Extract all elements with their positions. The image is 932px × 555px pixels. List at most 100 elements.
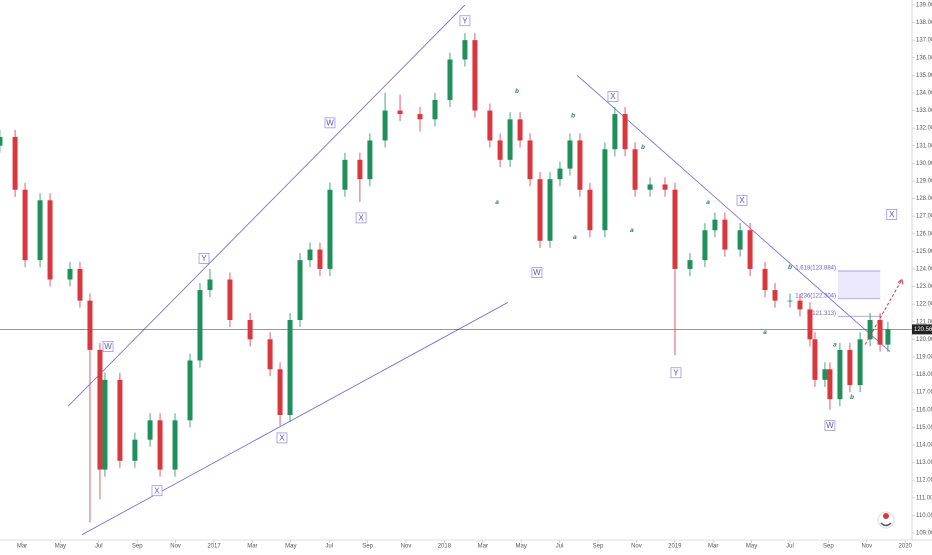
wave-label-box bbox=[102, 341, 114, 352]
sub-wave-label: a bbox=[495, 199, 499, 206]
x-tick-label: May bbox=[55, 544, 66, 550]
candle-body bbox=[102, 379, 108, 470]
logo-dot bbox=[883, 513, 889, 519]
sub-wave-label: b bbox=[515, 88, 519, 95]
candle-body bbox=[847, 349, 853, 386]
candle-body bbox=[22, 189, 28, 261]
candle-body bbox=[307, 249, 313, 261]
x-tick-label: May bbox=[285, 544, 296, 550]
candle-body bbox=[737, 230, 743, 250]
candle-body bbox=[47, 200, 53, 280]
y-tick-label: 129.000 bbox=[916, 179, 932, 185]
candle-body bbox=[622, 114, 628, 150]
candle-body bbox=[277, 369, 283, 416]
wave-label-box bbox=[324, 117, 336, 129]
candle-body bbox=[867, 319, 873, 340]
wave-label-box bbox=[886, 209, 898, 220]
candle-body bbox=[247, 319, 253, 340]
candle-body bbox=[357, 159, 363, 180]
wave-label: W bbox=[533, 268, 541, 277]
logo-mark bbox=[880, 522, 892, 527]
candle-body bbox=[687, 260, 693, 269]
fib-zone bbox=[838, 270, 881, 299]
last-price-label: 120.566 bbox=[914, 327, 932, 333]
candle-body bbox=[187, 360, 193, 421]
x-tick-label: May bbox=[746, 544, 757, 550]
wave-label: Y bbox=[462, 16, 468, 25]
candle-body bbox=[587, 189, 593, 231]
candle-body bbox=[382, 110, 388, 141]
y-tick-label: 136.000 bbox=[916, 55, 932, 61]
x-tick-label: 2020 bbox=[899, 544, 913, 550]
x-tick-label: Nov bbox=[631, 544, 642, 550]
candle-body bbox=[807, 309, 813, 340]
y-tick-label: 122.000 bbox=[916, 302, 932, 308]
y-tick-label: 119.000 bbox=[916, 355, 932, 361]
candle-body bbox=[267, 339, 273, 370]
sub-wave-label: b bbox=[641, 144, 645, 151]
candle-body bbox=[527, 140, 533, 180]
x-tick-label: Mar bbox=[17, 544, 27, 550]
x-tick-label: Mar bbox=[478, 544, 488, 550]
candle-body bbox=[97, 349, 103, 470]
wave-label-box bbox=[355, 212, 367, 224]
candle-body bbox=[577, 140, 583, 190]
x-tick-label: Sep bbox=[132, 544, 143, 550]
sub-wave-label: a bbox=[706, 199, 710, 206]
wave-label: X bbox=[279, 434, 285, 443]
wave-label-box bbox=[198, 253, 210, 264]
projection-arrow bbox=[864, 279, 903, 345]
candle-body bbox=[342, 159, 348, 190]
candle-body bbox=[147, 420, 153, 440]
candle-body bbox=[567, 140, 573, 169]
candle-body bbox=[432, 99, 438, 120]
candle-body bbox=[447, 59, 453, 100]
sub-wave-label: a bbox=[630, 227, 634, 234]
wave-label: W bbox=[326, 118, 334, 127]
candle-body bbox=[172, 420, 178, 470]
x-tick-label: Nov bbox=[861, 544, 872, 550]
candle-body bbox=[857, 339, 863, 386]
y-tick-label: 127.000 bbox=[916, 214, 932, 220]
candle-body bbox=[747, 230, 753, 269]
candle-body bbox=[0, 136, 3, 146]
candle-body bbox=[472, 40, 478, 111]
candle-body bbox=[722, 219, 728, 250]
wave-label: Y bbox=[673, 368, 679, 377]
candle-body bbox=[227, 279, 233, 320]
x-tick-label: 2017 bbox=[207, 544, 221, 550]
candle-body bbox=[67, 268, 73, 280]
x-tick-label: Mar bbox=[247, 544, 257, 550]
candle-body bbox=[602, 149, 608, 231]
x-tick-label: 2019 bbox=[668, 544, 682, 550]
candle-body bbox=[612, 114, 618, 150]
x-tick-label: Jul bbox=[556, 544, 564, 550]
wave-label-box bbox=[607, 91, 619, 102]
fib-label: 1.236(122.304) bbox=[795, 293, 836, 299]
y-tick-label: 117.000 bbox=[916, 390, 932, 396]
x-tick-label: Nov bbox=[401, 544, 412, 550]
candle-body bbox=[662, 184, 668, 190]
candle-body bbox=[537, 179, 543, 241]
candle-body bbox=[397, 110, 403, 115]
trend-line bbox=[576, 75, 891, 352]
y-tick-label: 126.000 bbox=[916, 231, 932, 237]
sub-wave-label: b bbox=[571, 113, 575, 120]
y-tick-label: 116.000 bbox=[916, 407, 932, 413]
y-tick-label: 110.000 bbox=[916, 513, 932, 519]
wave-label: W bbox=[826, 421, 834, 430]
candle-body bbox=[497, 140, 503, 160]
y-tick-label: 120.000 bbox=[916, 337, 932, 343]
last-price-tag bbox=[912, 324, 932, 335]
y-tick-label: 132.000 bbox=[916, 126, 932, 132]
wave-label: W bbox=[104, 342, 112, 351]
candle-body bbox=[797, 300, 803, 310]
wave-label-box bbox=[151, 485, 163, 497]
y-tick-label: 124.000 bbox=[916, 267, 932, 273]
wave-label-box bbox=[736, 194, 748, 206]
candle-body bbox=[547, 179, 553, 241]
candle-body bbox=[517, 119, 523, 141]
plot-area: 1.618(123.884) 1.236(122.304) 1(121.313) W W… bbox=[0, 4, 912, 536]
candle-body bbox=[487, 110, 493, 141]
